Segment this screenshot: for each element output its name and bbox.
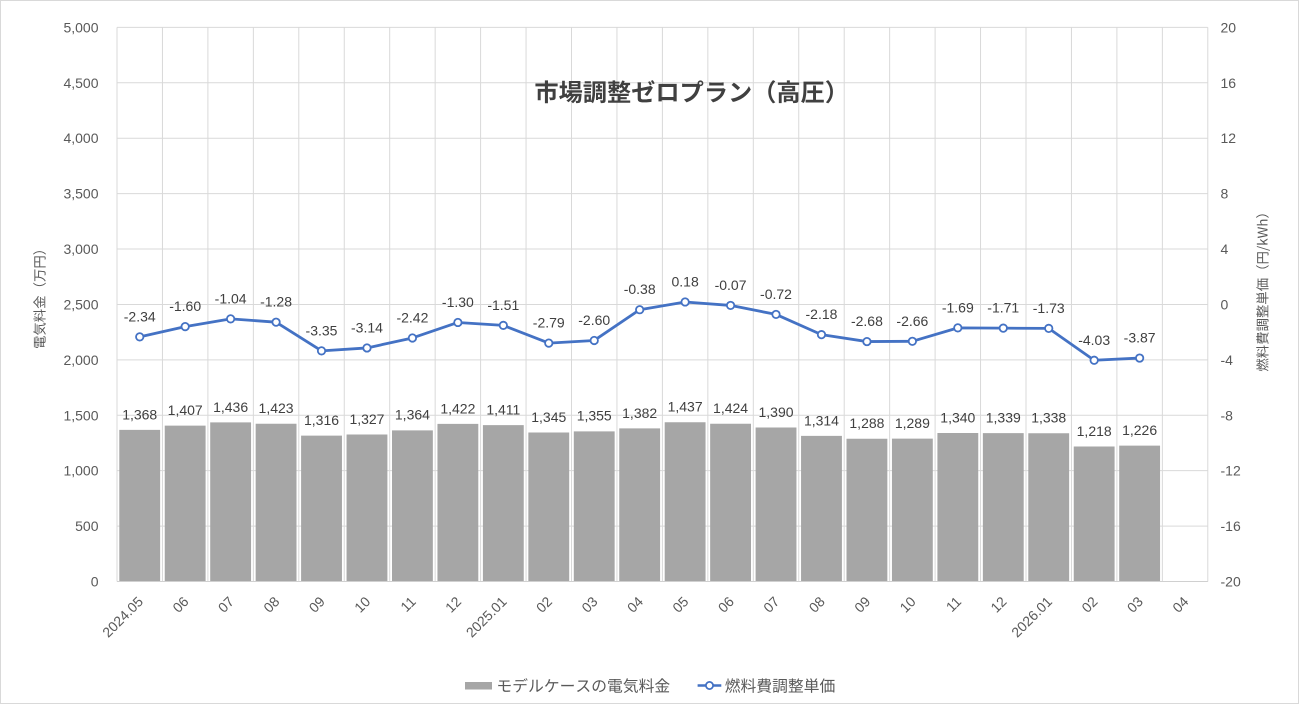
svg-text:-0.38: -0.38 — [624, 281, 656, 297]
svg-text:1,345: 1,345 — [531, 409, 566, 425]
svg-text:1,314: 1,314 — [804, 412, 839, 428]
svg-text:-0.72: -0.72 — [760, 286, 792, 302]
svg-text:1,500: 1,500 — [63, 407, 98, 423]
svg-text:-1.28: -1.28 — [260, 294, 292, 310]
svg-text:-12: -12 — [1221, 463, 1241, 479]
svg-text:1,000: 1,000 — [63, 463, 98, 479]
svg-text:20: 20 — [1221, 19, 1237, 35]
svg-text:1,424: 1,424 — [713, 400, 748, 416]
svg-text:1,411: 1,411 — [486, 402, 520, 418]
svg-text:-1.73: -1.73 — [1033, 300, 1065, 316]
svg-text:-16: -16 — [1221, 518, 1241, 534]
svg-text:1,422: 1,422 — [440, 400, 475, 416]
svg-text:0.18: 0.18 — [671, 273, 698, 289]
svg-text:-2.60: -2.60 — [578, 312, 610, 328]
svg-text:8: 8 — [1221, 186, 1229, 202]
svg-text:-2.68: -2.68 — [851, 313, 883, 329]
svg-text:0: 0 — [91, 574, 99, 590]
svg-text:-2.34: -2.34 — [124, 308, 156, 324]
svg-text:1,437: 1,437 — [668, 399, 703, 415]
svg-text:-2.42: -2.42 — [396, 309, 428, 325]
svg-text:-1.51: -1.51 — [487, 297, 519, 313]
svg-text:1,390: 1,390 — [758, 404, 793, 420]
svg-text:1,355: 1,355 — [577, 408, 612, 424]
svg-text:1,423: 1,423 — [259, 400, 294, 416]
svg-text:-2.79: -2.79 — [533, 315, 565, 331]
svg-text:-20: -20 — [1221, 574, 1241, 590]
svg-text:-3.87: -3.87 — [1124, 330, 1156, 346]
svg-text:12: 12 — [1221, 130, 1237, 146]
svg-text:1,327: 1,327 — [349, 411, 384, 427]
svg-text:-1.69: -1.69 — [942, 299, 974, 315]
svg-text:-3.14: -3.14 — [351, 319, 383, 335]
svg-text:1,382: 1,382 — [622, 405, 657, 421]
svg-text:1,316: 1,316 — [304, 412, 339, 428]
svg-text:4,500: 4,500 — [63, 75, 98, 91]
svg-text:-1.71: -1.71 — [987, 300, 1019, 316]
svg-text:5,000: 5,000 — [63, 19, 98, 35]
svg-text:-8: -8 — [1221, 407, 1234, 423]
svg-text:0: 0 — [1221, 296, 1229, 312]
svg-text:2,500: 2,500 — [63, 296, 98, 312]
svg-text:-0.07: -0.07 — [715, 277, 747, 293]
svg-text:3,500: 3,500 — [63, 186, 98, 202]
svg-text:-4.03: -4.03 — [1078, 332, 1110, 348]
svg-text:-2.18: -2.18 — [806, 306, 838, 322]
svg-text:-3.35: -3.35 — [306, 322, 338, 338]
svg-text:1,226: 1,226 — [1122, 422, 1157, 438]
svg-text:-4: -4 — [1221, 352, 1234, 368]
svg-text:-1.04: -1.04 — [215, 290, 247, 306]
svg-text:1,289: 1,289 — [895, 415, 930, 431]
svg-text:2,000: 2,000 — [63, 352, 98, 368]
svg-text:16: 16 — [1221, 75, 1237, 91]
svg-text:-1.30: -1.30 — [442, 294, 474, 310]
svg-text:1,407: 1,407 — [168, 402, 203, 418]
svg-text:1,436: 1,436 — [213, 399, 248, 415]
svg-text:500: 500 — [75, 518, 99, 534]
svg-text:4: 4 — [1221, 241, 1229, 257]
svg-text:1,288: 1,288 — [849, 415, 884, 431]
svg-text:1,340: 1,340 — [940, 409, 975, 425]
svg-text:-2.66: -2.66 — [896, 313, 928, 329]
svg-text:4,000: 4,000 — [63, 130, 98, 146]
svg-text:3,000: 3,000 — [63, 241, 98, 257]
svg-text:1,338: 1,338 — [1031, 410, 1066, 426]
svg-text:1,364: 1,364 — [395, 407, 430, 423]
svg-text:-1.60: -1.60 — [169, 298, 201, 314]
svg-text:1,368: 1,368 — [122, 406, 157, 422]
svg-text:1,339: 1,339 — [986, 410, 1021, 426]
svg-text:1,218: 1,218 — [1077, 423, 1112, 439]
